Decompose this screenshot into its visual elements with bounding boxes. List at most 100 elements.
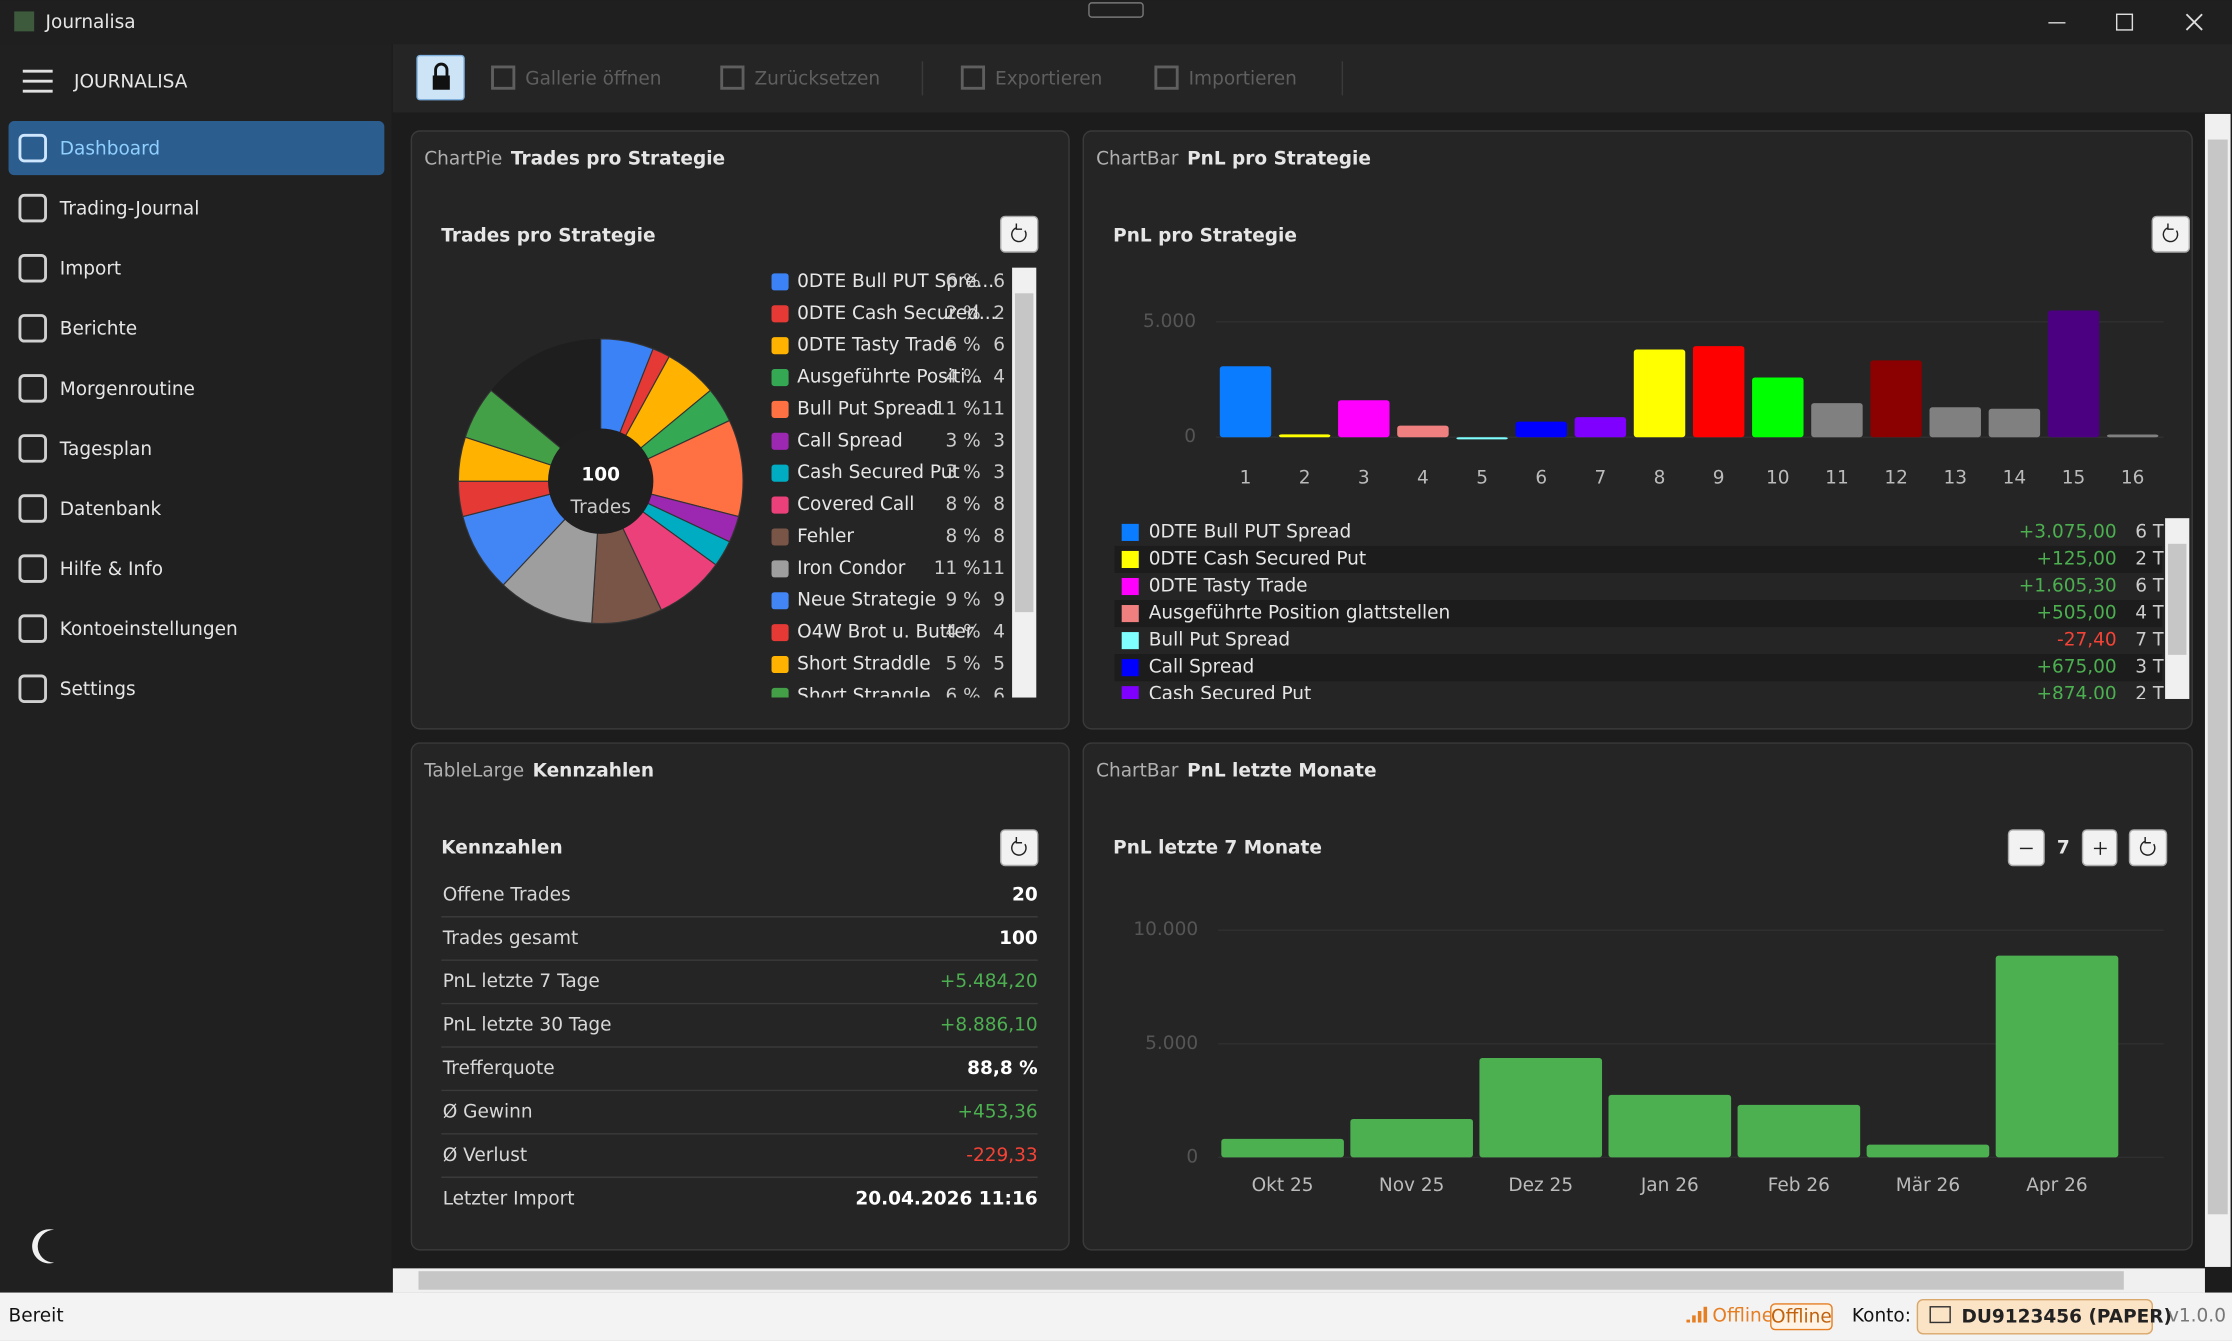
status-text: Bereit — [9, 1306, 64, 1327]
toolbar-button[interactable]: Importieren — [1189, 69, 1297, 90]
legend-pnl: +675,00 — [2036, 657, 2116, 678]
legend-swatch — [772, 592, 789, 609]
scrollbar-thumb[interactable] — [2168, 544, 2187, 655]
legend-share: 3 % — [946, 462, 981, 483]
panel-title: PnL pro Strategie — [1187, 148, 1371, 169]
legend-pnl: +1.605,30 — [2019, 576, 2117, 597]
scrollbar-thumb[interactable] — [419, 1271, 2124, 1290]
menu-item[interactable]: Import — [60, 259, 121, 280]
x-tick-label: Mär 26 — [1896, 1175, 1960, 1196]
legend-swatch — [772, 656, 789, 673]
menu-item[interactable]: Berichte — [60, 319, 137, 340]
toolbar-button[interactable]: Exportieren — [995, 69, 1102, 90]
title-bar — [0, 0, 2232, 44]
table-value: +453,36 — [957, 1101, 1037, 1122]
menu-item[interactable]: Hilfe & Info — [60, 559, 163, 580]
legend-label: Call Spread — [797, 430, 903, 451]
legend-label: Ausgeführte Position glattstellen — [1149, 603, 1451, 624]
x-tick-label: Okt 25 — [1252, 1175, 1314, 1196]
legend-swatch — [772, 560, 789, 577]
legend-label: Cash Secured Put — [797, 462, 960, 483]
refresh-button[interactable] — [2152, 216, 2189, 252]
legend-swatch — [772, 305, 789, 322]
lock-icon — [433, 75, 450, 89]
legend-trades: 6 T — [2135, 576, 2165, 597]
sidebar — [0, 44, 391, 1292]
bar — [1350, 1119, 1473, 1157]
app-icon — [14, 11, 34, 31]
table-label: Offene Trades — [443, 884, 571, 905]
menu-item[interactable]: Trading-Journal — [59, 199, 200, 220]
x-tick-label: 14 — [2003, 467, 2027, 488]
panel — [411, 743, 1069, 1250]
table-title: Kennzahlen — [441, 837, 562, 858]
y-tick-label: 10.000 — [1133, 919, 1198, 940]
panel-kind: ChartBar — [1096, 148, 1179, 169]
table-label: Trades gesamt — [442, 928, 579, 949]
toolbar-button[interactable]: Zurücksetzen — [754, 69, 880, 90]
legend-count: 6 — [993, 271, 1005, 292]
x-tick-label: 8 — [1654, 467, 1666, 488]
scrollbar-thumb[interactable] — [2208, 140, 2228, 1215]
legend-label: 0DTE Tasty Trade — [797, 335, 956, 356]
table-value: +5.484,20 — [940, 971, 1038, 992]
legend-swatch — [772, 465, 789, 482]
refresh-button[interactable] — [1001, 216, 1038, 252]
x-tick-label: 9 — [1713, 467, 1725, 488]
bar — [1397, 426, 1448, 438]
bar — [1811, 403, 1862, 437]
menu-item[interactable]: Kontoeinstellungen — [60, 619, 238, 640]
x-tick-label: 3 — [1358, 467, 1370, 488]
legend-row-bg — [1115, 654, 2163, 681]
legend-swatch — [772, 337, 789, 354]
bar — [1738, 1105, 1861, 1157]
menu-item[interactable]: Tagesplan — [59, 439, 152, 460]
legend-label: Call Spread — [1149, 657, 1255, 678]
refresh-button[interactable] — [2130, 830, 2167, 866]
table-label: Ø Gewinn — [443, 1101, 533, 1122]
x-tick-label: 6 — [1535, 467, 1547, 488]
scrollbar-thumb[interactable] — [1015, 293, 1034, 612]
table-value: 20.04.2026 11:16 — [855, 1188, 1037, 1209]
legend-trades: 2 T — [2135, 548, 2165, 569]
legend-share: 4 % — [946, 622, 981, 643]
table-value: +8.886,10 — [940, 1015, 1038, 1036]
bar — [1693, 346, 1744, 437]
panel-kind: ChartBar — [1096, 761, 1179, 782]
table-label: Letzter Import — [443, 1188, 575, 1209]
toolbar — [393, 44, 2232, 112]
network-badge-text: Offline — [1771, 1306, 1832, 1327]
refresh-button[interactable] — [1001, 830, 1038, 866]
legend-trades: 3 T — [2135, 657, 2165, 678]
bar — [1338, 400, 1389, 437]
menu-item[interactable]: Datenbank — [60, 499, 162, 520]
bar — [1221, 1139, 1344, 1157]
legend-label: 0DTE Cash Secured Put — [1149, 548, 1366, 569]
legend-count: 8 — [993, 494, 1005, 515]
chart-title: Trades pro Strategie — [441, 225, 655, 246]
panel-header: ChartBar PnL pro Strategie — [1096, 148, 1371, 169]
menu-item[interactable]: Settings — [60, 679, 136, 700]
legend-count: 8 — [993, 526, 1005, 547]
x-tick-label: Dez 25 — [1508, 1175, 1573, 1196]
toolbar-button[interactable]: Gallerie öffnen — [525, 69, 661, 90]
months-value: 7 — [2057, 837, 2070, 858]
menu-item[interactable]: Dashboard — [60, 139, 160, 160]
legend-pnl: +3.075,00 — [2019, 521, 2117, 542]
panel-title: PnL letzte Monate — [1187, 761, 1376, 782]
chart-title: PnL pro Strategie — [1113, 225, 1297, 246]
legend-swatch — [1122, 605, 1139, 622]
menu-item[interactable]: Morgenroutine — [60, 379, 195, 400]
y-tick-label: 0 — [1186, 1146, 1198, 1167]
legend-count: 3 — [993, 430, 1005, 451]
x-tick-label: 1 — [1240, 467, 1252, 488]
pie-total-label: Trades — [570, 497, 631, 518]
y-tick-label: 5.000 — [1145, 1033, 1198, 1054]
legend-label: Bull Put Spread — [1149, 630, 1290, 651]
pie-total: 100 — [581, 464, 620, 485]
legend-swatch — [1122, 524, 1139, 541]
network-status: Offline — [1712, 1306, 1773, 1327]
app-name: JOURNALISA — [73, 72, 188, 93]
panel-title: Trades pro Strategie — [511, 148, 725, 169]
